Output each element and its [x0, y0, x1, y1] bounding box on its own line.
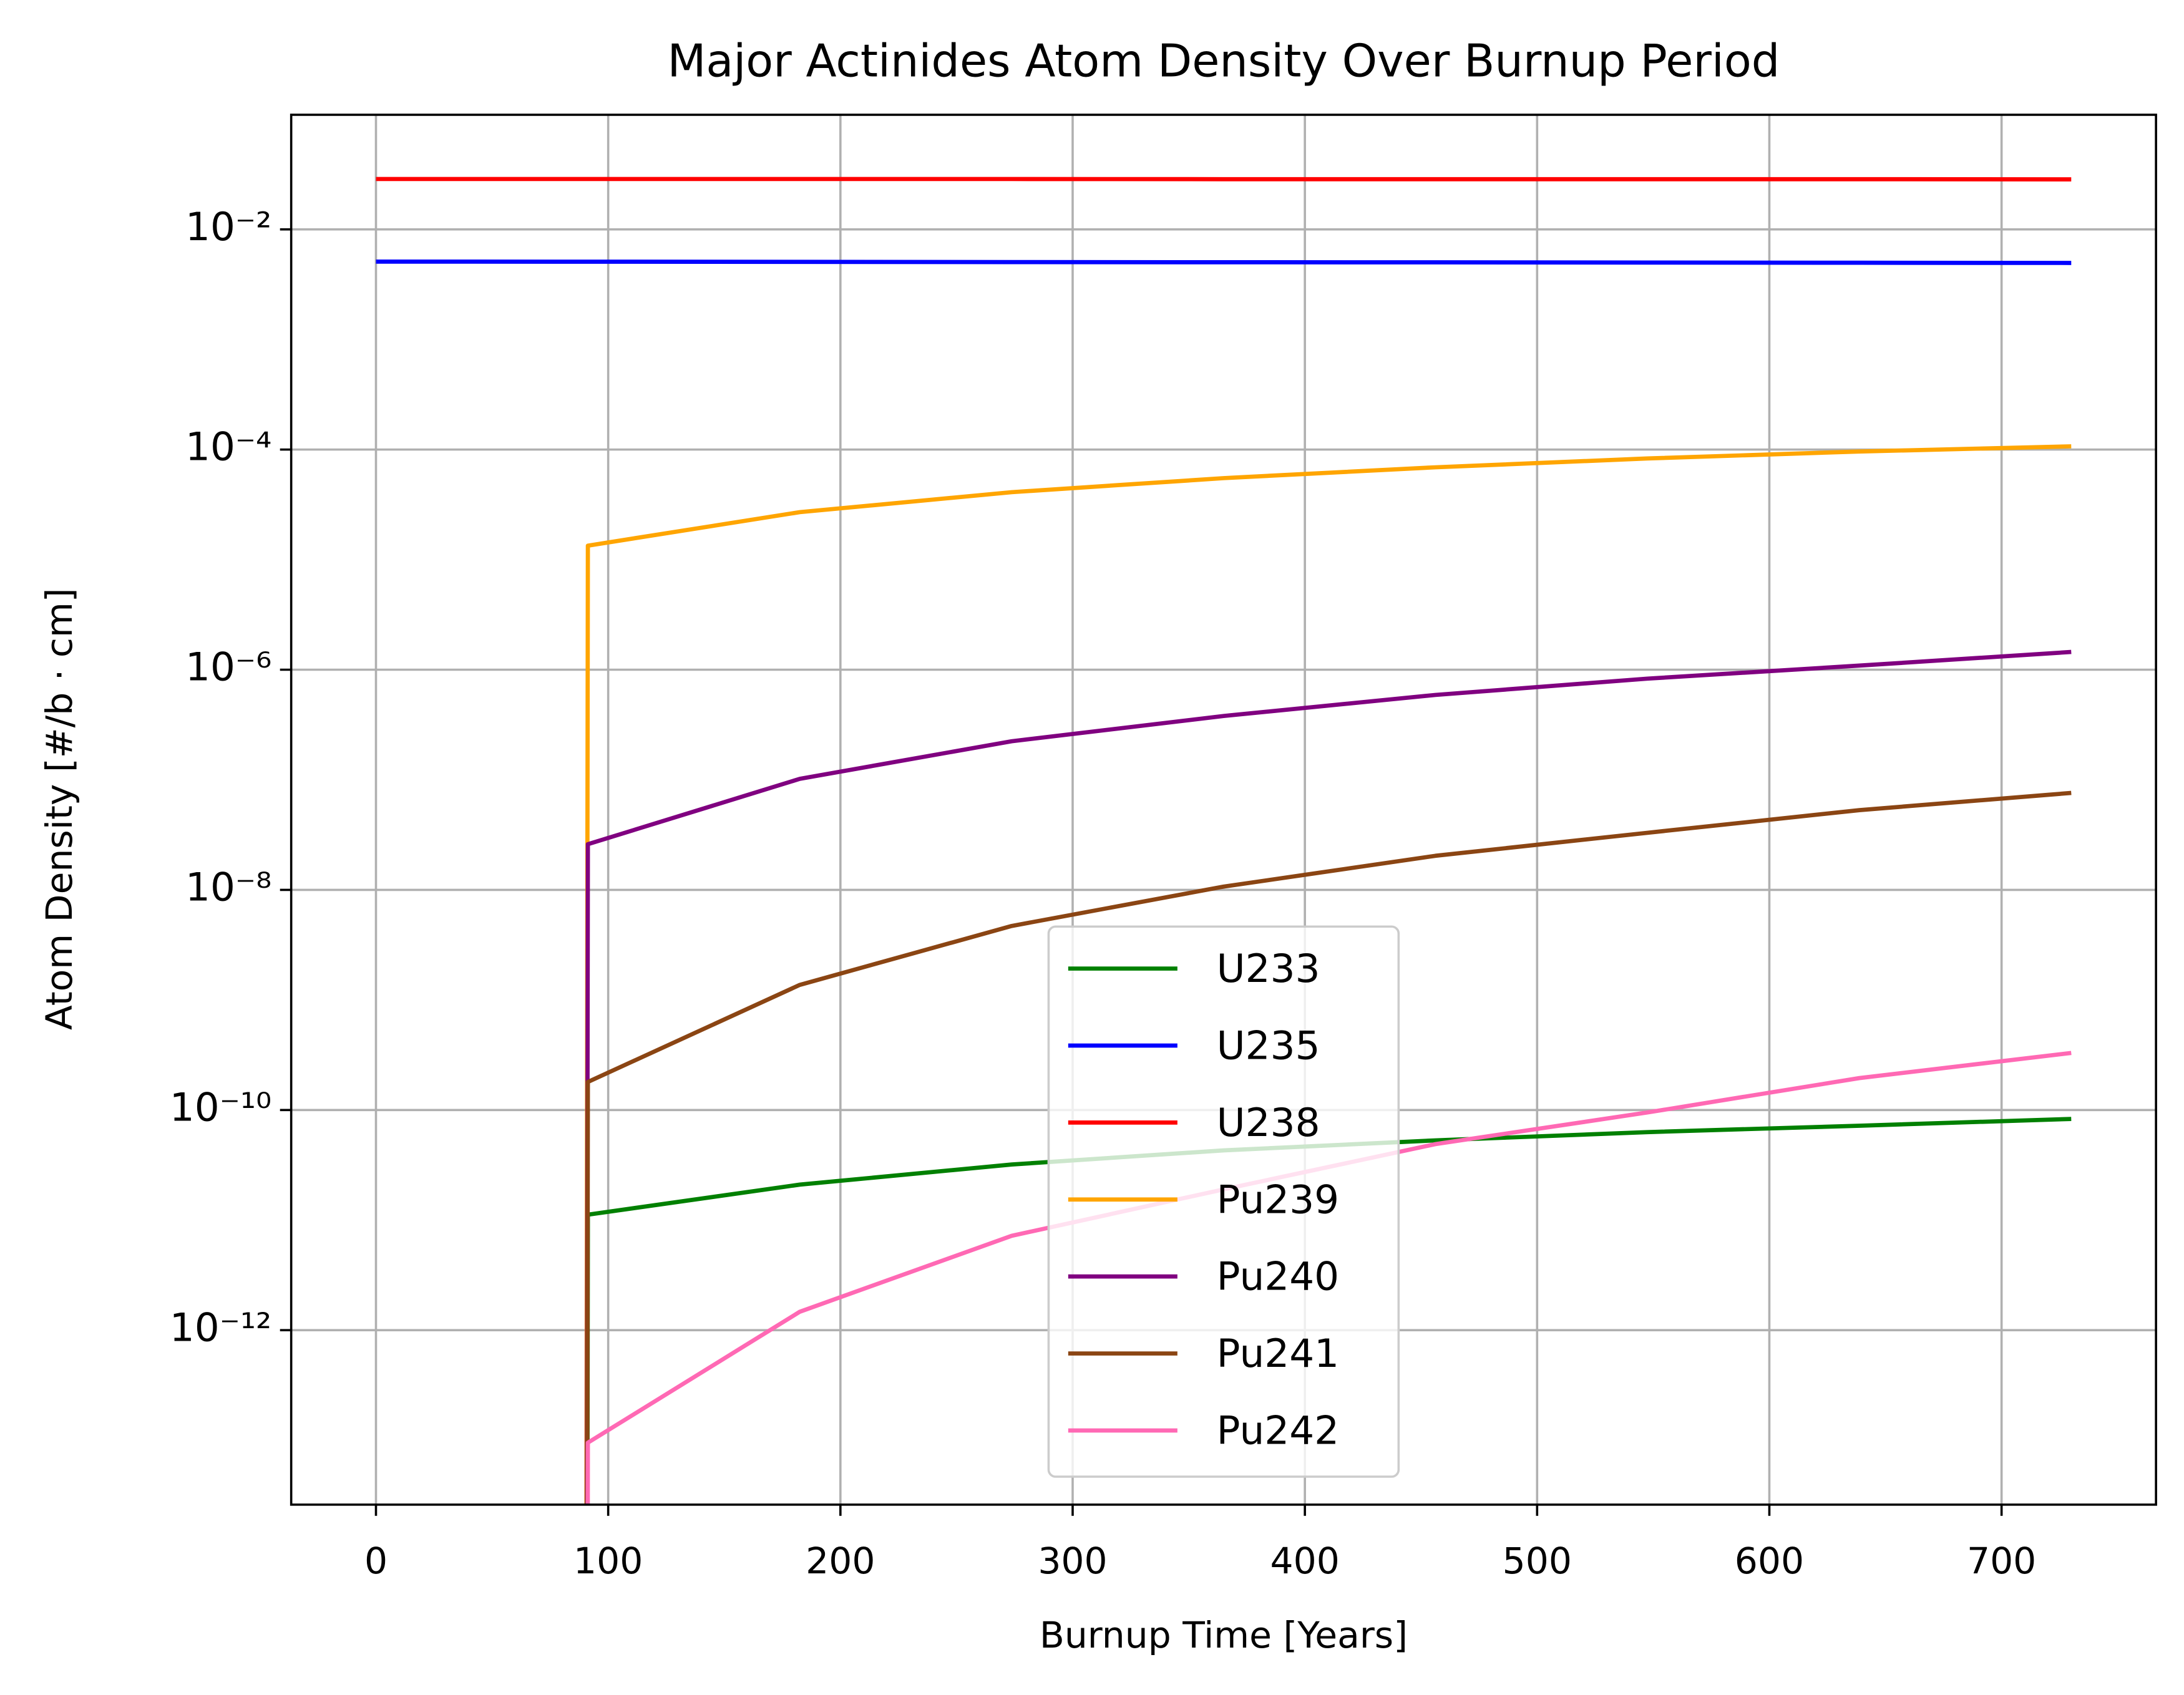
y-tick-label: 10⁻⁶	[185, 644, 271, 690]
series-line	[585, 790, 2072, 1505]
y-tick-label: 10⁻¹²	[170, 1304, 271, 1350]
legend-label: Pu241	[1217, 1331, 1339, 1376]
y-axis-label: Atom Density [#/b · cm]	[38, 588, 80, 1030]
x-axis-label: Burnup Time [Years]	[1040, 1614, 1408, 1656]
legend-label: U235	[1217, 1023, 1320, 1069]
x-tick-label: 200	[806, 1540, 875, 1582]
legend-label: Pu240	[1217, 1254, 1339, 1299]
y-tick-label: 10⁻⁸	[185, 865, 271, 910]
x-tick-label: 0	[364, 1540, 388, 1582]
axes-frame	[290, 114, 2157, 1506]
x-tick-label: 500	[1503, 1540, 1572, 1582]
y-tick-label: 10⁻⁴	[185, 424, 271, 470]
x-tick-label: 400	[1270, 1540, 1339, 1582]
y-tick-label: 10⁻¹⁰	[170, 1084, 271, 1130]
legend-label: U233	[1217, 946, 1320, 991]
x-tick-label: 300	[1038, 1540, 1107, 1582]
series-line	[376, 177, 2072, 182]
x-tick-label: 600	[1735, 1540, 1804, 1582]
legend: U233 U235 U238 Pu239 Pu240 Pu241 Pu242	[1047, 925, 1400, 1478]
chart-title: Major Actinides Atom Density Over Burnup…	[667, 35, 1780, 87]
series-line	[376, 259, 2072, 265]
y-tick-label: 10⁻²	[185, 204, 271, 250]
legend-label: U238	[1217, 1100, 1320, 1145]
legend-label: Pu239	[1217, 1177, 1339, 1222]
x-tick-label: 100	[573, 1540, 643, 1582]
legend-label: Pu242	[1217, 1408, 1339, 1454]
series-line	[585, 649, 2072, 1505]
legend-box	[1047, 925, 1400, 1478]
ticks: 0 100 200 300 400 500 600 700 10⁻¹² 10⁻¹⁰ 10⁻⁸ 10⁻⁶…	[170, 204, 2037, 1582]
x-tick-label: 700	[1967, 1540, 2036, 1582]
series-line	[584, 444, 2072, 1505]
